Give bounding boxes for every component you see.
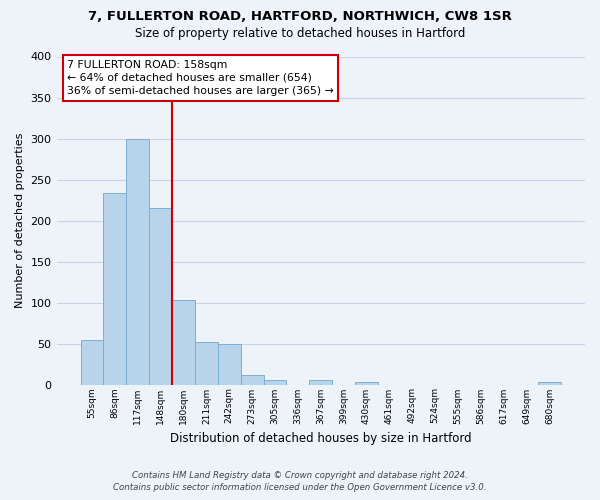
Text: Size of property relative to detached houses in Hartford: Size of property relative to detached ho… [135, 28, 465, 40]
Bar [103, 194, 127, 384]
Bar [127, 138, 149, 384]
Y-axis label: Number of detached properties: Number of detached properties [15, 133, 25, 308]
Bar [80, 340, 103, 384]
Bar [172, 300, 195, 384]
Text: 7, FULLERTON ROAD, HARTFORD, NORTHWICH, CW8 1SR: 7, FULLERTON ROAD, HARTFORD, NORTHWICH, … [88, 10, 512, 23]
X-axis label: Distribution of detached houses by size in Hartford: Distribution of detached houses by size … [170, 432, 472, 445]
Bar [538, 382, 561, 384]
Bar [355, 382, 378, 384]
Bar [241, 376, 263, 384]
Bar [263, 380, 286, 384]
Bar [218, 344, 241, 385]
Text: Contains HM Land Registry data © Crown copyright and database right 2024.
Contai: Contains HM Land Registry data © Crown c… [113, 471, 487, 492]
Bar [310, 380, 332, 384]
Text: 7 FULLERTON ROAD: 158sqm
← 64% of detached houses are smaller (654)
36% of semi-: 7 FULLERTON ROAD: 158sqm ← 64% of detach… [67, 60, 334, 96]
Bar [195, 342, 218, 384]
Bar [149, 208, 172, 384]
